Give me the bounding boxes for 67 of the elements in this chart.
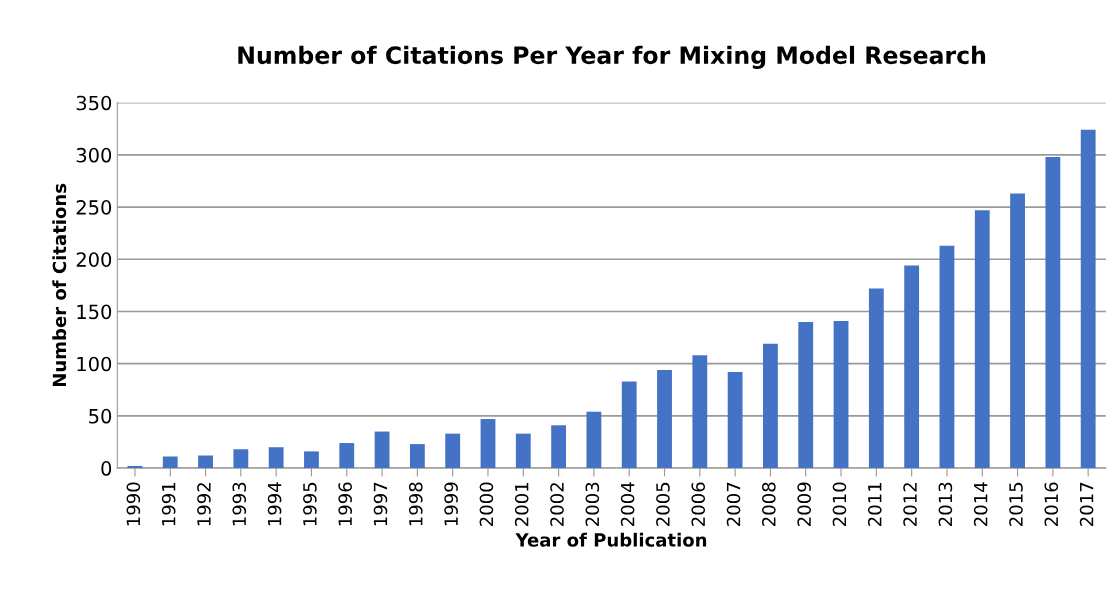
x-axis-title: Year of Publication <box>515 532 707 547</box>
y-axis-title: Number of Citations <box>52 183 67 387</box>
chart-title: Number of Citations Per Year for Mixing Model Research <box>238 45 986 69</box>
bar <box>833 320 849 469</box>
x-tick-label: 1995 <box>303 482 317 526</box>
y-tick-label: 0 <box>101 461 112 476</box>
x-tick-label: 2002 <box>550 483 564 526</box>
bar <box>162 456 178 469</box>
bar <box>1010 193 1025 469</box>
bar <box>268 447 284 469</box>
bar <box>621 381 637 469</box>
bar <box>233 449 249 469</box>
x-tick-label: 2008 <box>762 482 776 526</box>
bar <box>868 288 884 469</box>
x-tick-label: 2012 <box>903 483 917 526</box>
bar <box>939 245 955 469</box>
bar <box>127 466 143 469</box>
y-tick-label: 200 <box>76 252 112 267</box>
x-tick-label: 1992 <box>197 483 211 526</box>
x-tick-label: 2013 <box>938 482 953 526</box>
bar <box>409 444 425 469</box>
bar <box>586 411 602 469</box>
bar <box>445 433 461 469</box>
x-tick-label: 1993 <box>232 482 247 526</box>
bar <box>515 433 531 469</box>
bar <box>304 451 319 469</box>
x-tick-label: 1991 <box>161 482 176 526</box>
x-tick-label: 2010 <box>832 482 847 526</box>
x-tick-label: 1997 <box>373 482 388 526</box>
x-tick-label: 2014 <box>973 482 988 526</box>
y-tick-label: 100 <box>77 356 112 372</box>
x-tick-label: 2006 <box>691 482 706 526</box>
bar <box>763 343 778 469</box>
x-tick-label: 2003 <box>585 482 600 526</box>
x-tick-label: 2016 <box>1044 482 1059 526</box>
bar <box>374 431 390 469</box>
bar <box>692 355 708 469</box>
x-tick-label: 2007 <box>726 482 741 526</box>
x-tick-label: 2004 <box>620 482 635 526</box>
x-tick-label: 1998 <box>408 482 423 526</box>
bar <box>727 372 743 469</box>
bar <box>480 419 496 469</box>
bar <box>551 425 567 469</box>
bar <box>198 455 213 469</box>
y-tick-label: 350 <box>76 95 112 111</box>
bar <box>1080 129 1096 469</box>
x-tick-label: 2000 <box>479 482 494 526</box>
bar <box>339 443 355 469</box>
x-tick-label: 2011 <box>867 482 882 526</box>
x-tick-label: 2005 <box>656 482 670 526</box>
y-tick-label: 250 <box>76 200 112 215</box>
bar <box>1045 156 1061 469</box>
x-tick-label: 1990 <box>126 482 141 526</box>
y-tick-label: 150 <box>77 304 112 320</box>
bar <box>974 210 990 469</box>
x-tick-label: 2017 <box>1079 482 1094 526</box>
bar <box>657 369 672 469</box>
bar <box>904 265 920 469</box>
x-tick-label: 1999 <box>444 482 458 526</box>
x-tick-label: 2001 <box>514 482 529 526</box>
bar <box>798 321 814 469</box>
x-tick-label: 2009 <box>797 482 811 526</box>
y-tick-label: 50 <box>89 408 112 424</box>
y-tick-label: 300 <box>76 147 112 163</box>
x-tick-label: 1994 <box>267 482 282 526</box>
x-tick-label: 2015 <box>1009 482 1023 526</box>
x-tick-label: 1996 <box>338 482 353 526</box>
